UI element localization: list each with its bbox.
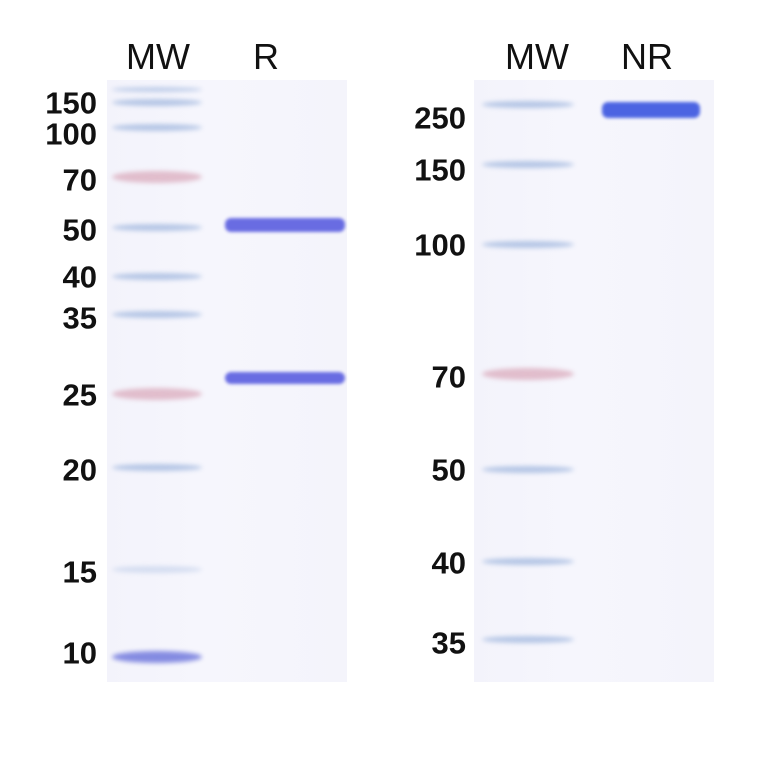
marker-band-35 xyxy=(482,636,574,643)
mw-label-150: 150 xyxy=(414,152,466,188)
marker-band-250 xyxy=(482,101,574,108)
sample-band-250 xyxy=(602,102,700,118)
mw-label-250: 250 xyxy=(414,100,466,136)
sample-band-27 xyxy=(225,372,345,384)
mw-label-100: 100 xyxy=(414,227,466,263)
marker-band-40 xyxy=(112,273,202,280)
lane-title-mw: MW xyxy=(126,36,190,77)
marker-band-50 xyxy=(112,224,202,231)
mw-label-15: 15 xyxy=(62,554,97,590)
mw-label-40: 40 xyxy=(431,545,466,581)
marker-band-15 xyxy=(112,566,202,573)
mw-label-10: 10 xyxy=(62,635,97,671)
lane-title-mw: MW xyxy=(505,36,569,77)
mw-label-150: 150 xyxy=(45,85,97,121)
mw-label-25: 25 xyxy=(62,377,97,413)
gel-image-reduced xyxy=(107,80,347,682)
mw-label-35: 35 xyxy=(431,625,466,661)
marker-band-70 xyxy=(482,368,574,380)
marker-band-40 xyxy=(482,558,574,565)
lane-title-nr: NR xyxy=(621,36,673,77)
marker-band xyxy=(112,87,202,92)
mw-label-50: 50 xyxy=(431,452,466,488)
sample-band-55 xyxy=(225,218,345,232)
mw-label-70: 70 xyxy=(431,359,466,395)
mw-label-50: 50 xyxy=(62,212,97,248)
mw-label-20: 20 xyxy=(62,452,97,488)
mw-label-70: 70 xyxy=(62,162,97,198)
marker-band-70 xyxy=(112,171,202,183)
marker-band-150 xyxy=(112,99,202,106)
mw-label-35: 35 xyxy=(62,300,97,336)
marker-band-100 xyxy=(112,124,202,131)
lane-title-r: R xyxy=(253,36,279,77)
mw-label-100: 100 xyxy=(45,116,97,152)
marker-band-100 xyxy=(482,241,574,248)
marker-band-150 xyxy=(482,161,574,168)
gel-image-nonreduced xyxy=(474,80,714,682)
marker-band-50 xyxy=(482,466,574,473)
marker-band-35 xyxy=(112,311,202,318)
marker-band-25 xyxy=(112,388,202,400)
mw-label-40: 40 xyxy=(62,259,97,295)
marker-band-10 xyxy=(112,651,202,663)
marker-band-20 xyxy=(112,464,202,471)
